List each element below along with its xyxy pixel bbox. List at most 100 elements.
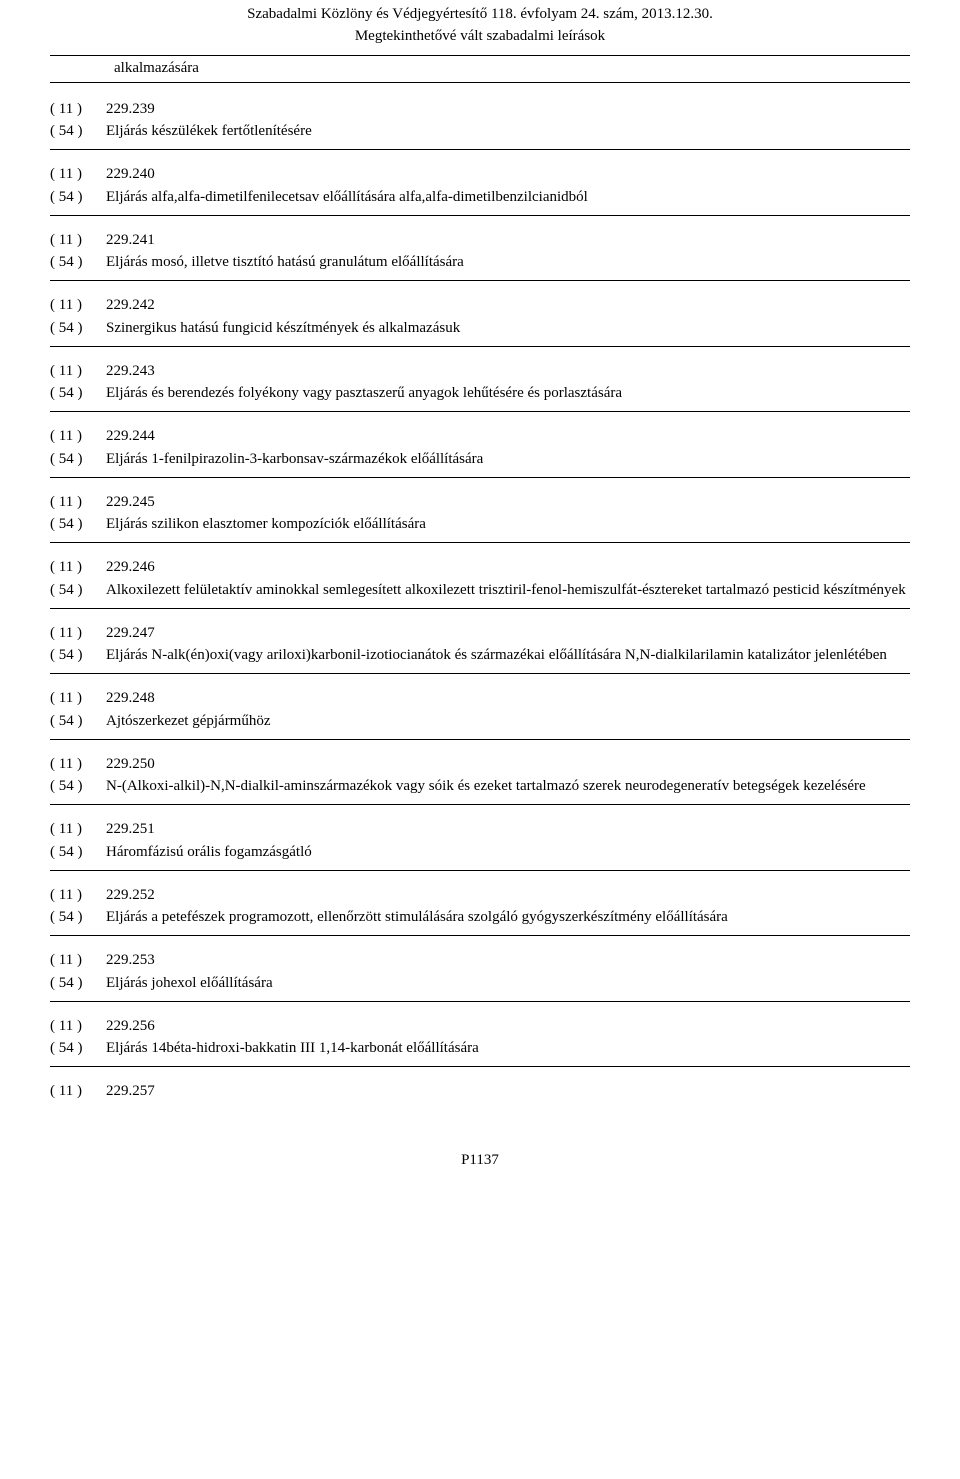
entry-number: 229.244 [106, 426, 910, 446]
code-11: ( 11 ) [50, 623, 106, 643]
code-54: ( 54 ) [50, 973, 106, 993]
entry: ( 11 )229.245( 54 )Eljárás szilikon elas… [50, 478, 910, 544]
entry-row-title: ( 54 )Eljárás a petefészek programozott,… [50, 907, 910, 927]
code-54: ( 54 ) [50, 383, 106, 403]
code-54: ( 54 ) [50, 842, 106, 862]
entry: ( 11 )229.240( 54 )Eljárás alfa,alfa-dim… [50, 150, 910, 216]
entry-number: 229.240 [106, 164, 910, 184]
code-11: ( 11 ) [50, 1016, 106, 1036]
entry: ( 11 )229.241( 54 )Eljárás mosó, illetve… [50, 216, 910, 282]
header-title: Szabadalmi Közlöny és Védjegyértesítő 11… [0, 4, 960, 24]
code-11: ( 11 ) [50, 885, 106, 905]
entry-title: Eljárás készülékek fertőtlenítésére [106, 121, 910, 141]
code-11: ( 11 ) [50, 950, 106, 970]
trailing-entry: ( 11 ) 229.257 [50, 1067, 910, 1109]
entry-number: 229.245 [106, 492, 910, 512]
entry-row-number: ( 11 )229.239 [50, 99, 910, 119]
entry-row-title: ( 54 )Alkoxilezett felületaktív aminokka… [50, 580, 910, 600]
code-11: ( 11 ) [50, 819, 106, 839]
entry-title: Szinergikus hatású fungicid készítmények… [106, 318, 910, 338]
entry: ( 11 )229.252( 54 )Eljárás a petefészek … [50, 871, 910, 937]
entry: ( 11 )229.250( 54 )N-(Alkoxi-alkil)-N,N-… [50, 740, 910, 806]
entry: ( 11 )229.243( 54 )Eljárás és berendezés… [50, 347, 910, 413]
orphan-text: alkalmazására [114, 58, 199, 78]
entry-number: 229.251 [106, 819, 910, 839]
entry-title: Alkoxilezett felületaktív aminokkal seml… [106, 580, 910, 600]
header-subtitle: Megtekinthetővé vált szabadalmi leírások [0, 26, 960, 46]
orphan-continuation: alkalmazására [50, 58, 910, 78]
entry-row-number: ( 11 )229.250 [50, 754, 910, 774]
entry-row-title: ( 54 )Ajtószerkezet gépjárműhöz [50, 711, 910, 731]
code-54: ( 54 ) [50, 121, 106, 141]
entry-number: 229.241 [106, 230, 910, 250]
entry-title: Ajtószerkezet gépjárműhöz [106, 711, 910, 731]
code-11: ( 11 ) [50, 164, 106, 184]
entry-number: 229.247 [106, 623, 910, 643]
entry: ( 11 )229.251 ( 54 )Háromfázisú orális fo… [50, 805, 910, 871]
code-11: ( 11 ) [50, 688, 106, 708]
entry: ( 11 )229.253( 54 )Eljárás johexol előál… [50, 936, 910, 1002]
entry-row-number: ( 11 )229.245 [50, 492, 910, 512]
code-11: ( 11 ) [50, 426, 106, 446]
entry-title: N-(Alkoxi-alkil)-N,N-dialkil-aminszármaz… [106, 776, 910, 796]
code-54: ( 54 ) [50, 1038, 106, 1058]
entry-title: Eljárás a petefészek programozott, ellen… [106, 907, 910, 927]
code-11: ( 11 ) [50, 557, 106, 577]
code-11: ( 11 ) [50, 754, 106, 774]
entry-row-title: ( 54 )Eljárás és berendezés folyékony va… [50, 383, 910, 403]
header-rule [50, 55, 910, 56]
entry-number: 229.246 [106, 557, 910, 577]
entry-row-number: ( 11 ) 229.257 [50, 1081, 910, 1101]
entry-row-title: ( 54 )Eljárás alfa,alfa-dimetilfenilecet… [50, 187, 910, 207]
entry: ( 11 )229.242( 54 )Szinergikus hatású fu… [50, 281, 910, 347]
page-header: Szabadalmi Közlöny és Védjegyértesítő 11… [0, 4, 960, 47]
entry-row-title: ( 54 )Háromfázisú orális fogamzásgátló [50, 842, 910, 862]
entry: ( 11 )229.246( 54 )Alkoxilezett felületa… [50, 543, 910, 609]
entry-number: 229.243 [106, 361, 910, 381]
entry-row-title: ( 54 )Eljárás 1-fenilpirazolin-3-karbons… [50, 449, 910, 469]
entry-row-title: ( 54 )Eljárás johexol előállítására [50, 973, 910, 993]
entry-number: 229.253 [106, 950, 910, 970]
code-11: ( 11 ) [50, 99, 106, 119]
code-54: ( 54 ) [50, 187, 106, 207]
page: Szabadalmi Közlöny és Védjegyértesítő 11… [0, 4, 960, 1210]
entry-title: Eljárás 14béta-hidroxi-bakkatin III 1,14… [106, 1038, 910, 1058]
entry-number: 229.248 [106, 688, 910, 708]
entry-row-title: ( 54 )Eljárás készülékek fertőtlenítésér… [50, 121, 910, 141]
code-11: ( 11 ) [50, 230, 106, 250]
code-54: ( 54 ) [50, 252, 106, 272]
entry-row-number: ( 11 )229.247 [50, 623, 910, 643]
code-54: ( 54 ) [50, 580, 106, 600]
code-11: ( 11 ) [50, 492, 106, 512]
code-11: ( 11 ) [50, 1081, 106, 1101]
entry-title: Eljárás szilikon elasztomer kompozíciók … [106, 514, 910, 534]
entry: ( 11 )229.256( 54 )Eljárás 14béta-hidrox… [50, 1002, 910, 1068]
entry: ( 11 )229.248( 54 )Ajtószerkezet gépjárm… [50, 674, 910, 740]
entry-title: Eljárás mosó, illetve tisztító hatású gr… [106, 252, 910, 272]
entry-row-number: ( 11 )229.248 [50, 688, 910, 708]
entry-row-title: ( 54 )N-(Alkoxi-alkil)-N,N-dialkil-amins… [50, 776, 910, 796]
entry-row-number: ( 11 )229.241 [50, 230, 910, 250]
code-54: ( 54 ) [50, 711, 106, 731]
entries-container: ( 11 )229.239( 54 )Eljárás készülékek fe… [0, 85, 960, 1068]
entry-row-number: ( 11 )229.240 [50, 164, 910, 184]
code-54: ( 54 ) [50, 645, 106, 665]
entry-number: 229.239 [106, 99, 910, 119]
entry-title: Eljárás és berendezés folyékony vagy pas… [106, 383, 910, 403]
code-54: ( 54 ) [50, 907, 106, 927]
entry-number: 229.257 [106, 1081, 910, 1101]
code-11: ( 11 ) [50, 361, 106, 381]
code-54: ( 54 ) [50, 318, 106, 338]
entry-title: Eljárás 1-fenilpirazolin-3-karbonsav-szá… [106, 449, 910, 469]
entry-row-number: ( 11 )229.243 [50, 361, 910, 381]
entry-title: Eljárás johexol előállítására [106, 973, 910, 993]
entry-row-title: ( 54 )Eljárás mosó, illetve tisztító hat… [50, 252, 910, 272]
entry-number: 229.250 [106, 754, 910, 774]
entry-row-title: ( 54 )Szinergikus hatású fungicid készít… [50, 318, 910, 338]
entry-title: Eljárás N-alk(én)oxi(vagy ariloxi)karbon… [106, 645, 910, 665]
code-54: ( 54 ) [50, 776, 106, 796]
entry-title: Eljárás alfa,alfa-dimetilfenilecetsav el… [106, 187, 910, 207]
entry-number: 229.252 [106, 885, 910, 905]
entry-row-number: ( 11 )229.252 [50, 885, 910, 905]
entry-row-number: ( 11 )229.251 [50, 819, 910, 839]
